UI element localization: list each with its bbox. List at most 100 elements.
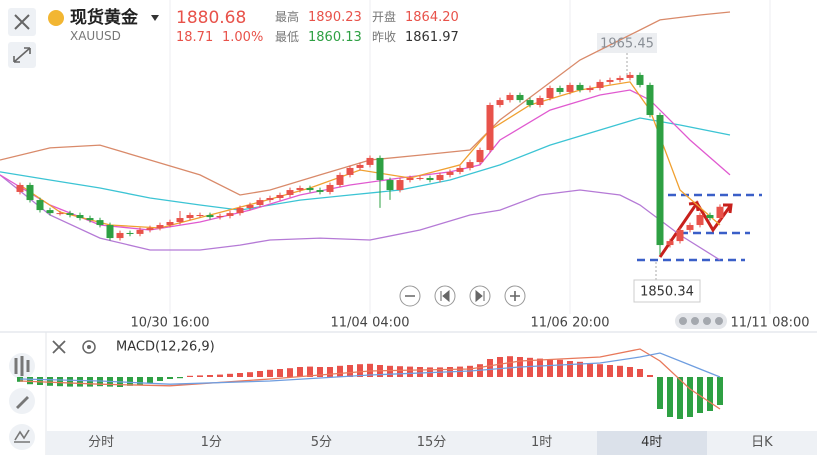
- candle-body: [696, 215, 704, 226]
- candle-body: [216, 215, 224, 218]
- macd-bar: [527, 357, 533, 377]
- macd-bar: [157, 377, 163, 381]
- macd-bar: [47, 377, 53, 386]
- stat-value: 1890.23: [308, 10, 362, 25]
- period-tab[interactable]: 5分: [310, 435, 332, 450]
- macd-bar: [227, 373, 233, 377]
- candle-body: [406, 177, 414, 181]
- macd-bar: [147, 377, 153, 383]
- macd-bar: [217, 374, 223, 377]
- candle-body: [426, 177, 434, 181]
- macd-bar: [607, 365, 613, 377]
- candle-body: [326, 184, 334, 192]
- candle-body: [526, 100, 534, 105]
- candle-body: [386, 180, 394, 191]
- tool-indicator[interactable]: [9, 424, 35, 450]
- indicator-line: [0, 11, 731, 196]
- macd-bar: [77, 377, 83, 387]
- low-label: 1850.34: [640, 285, 694, 300]
- candle-body: [466, 162, 474, 168]
- gold-icon: [48, 10, 64, 26]
- candle-body: [116, 232, 124, 239]
- scroll-dots: [679, 317, 723, 325]
- dropdown-icon[interactable]: [151, 15, 159, 21]
- stat-label: 昨收: [372, 30, 397, 44]
- x-tick-label: 11/04 04:00: [330, 316, 409, 331]
- candle-body: [226, 213, 234, 216]
- macd-bar: [667, 377, 673, 417]
- period-tab[interactable]: 15分: [416, 435, 447, 450]
- stat-value: 1861.97: [405, 30, 459, 45]
- candle-body: [396, 180, 404, 191]
- period-tab[interactable]: 1分: [200, 435, 222, 450]
- macd-bar: [57, 377, 63, 387]
- period-tab[interactable]: 日K: [751, 435, 773, 450]
- candle-body: [26, 184, 34, 201]
- period-tabs: 分时 1分 5分 15分 1时 4时 日K: [46, 431, 817, 455]
- macd-bar: [347, 365, 353, 377]
- candle-body: [486, 104, 494, 150]
- macd-bar: [197, 375, 203, 377]
- macd-bar: [277, 369, 283, 377]
- candle-body: [206, 215, 214, 218]
- period-tab[interactable]: 4时: [596, 431, 707, 455]
- macd-title: MACD(12,26,9): [116, 340, 215, 355]
- candle-body: [596, 81, 604, 88]
- macd-bar: [207, 375, 213, 377]
- candle-body: [656, 115, 664, 246]
- x-tick-label: 11/06 20:00: [530, 316, 609, 331]
- candle-body: [66, 213, 74, 216]
- macd-bar: [387, 365, 393, 377]
- candle-body: [416, 177, 424, 179]
- macd-bar: [497, 357, 503, 377]
- macd-settings[interactable]: [82, 340, 96, 354]
- macd-bar: [507, 356, 513, 377]
- macd-bar: [547, 359, 553, 377]
- macd-bar: [127, 377, 133, 386]
- candle-body: [196, 215, 204, 217]
- high-label: 1965.45: [600, 37, 654, 52]
- candle-body: [306, 187, 314, 191]
- zoom-controls: [399, 285, 526, 307]
- indicator-line: [0, 89, 731, 231]
- macd-bar: [257, 371, 263, 377]
- macd-bar: [37, 377, 43, 385]
- period-tab[interactable]: 1时: [530, 435, 553, 450]
- candle-body: [616, 77, 624, 81]
- tool-indicator-icon: [14, 429, 30, 443]
- candle-body: [716, 206, 724, 219]
- macd-bar: [187, 375, 193, 377]
- candle-body: [86, 218, 94, 221]
- candle-body: [266, 197, 274, 201]
- candle-body: [436, 174, 444, 181]
- stat-label: 开盘: [372, 10, 397, 24]
- macd-bar: [327, 367, 333, 377]
- period-tab[interactable]: 分时: [88, 435, 115, 450]
- candle-body: [366, 157, 374, 165]
- candle-body: [666, 241, 674, 246]
- indicator-line: [19, 348, 721, 410]
- macd-bar: [637, 369, 643, 377]
- candle-body: [126, 232, 134, 234]
- candle-body: [296, 187, 304, 191]
- candle-body: [336, 174, 344, 185]
- instrument-code: XAUUSD: [70, 29, 121, 43]
- candle-body: [636, 74, 644, 85]
- indicator-line: [0, 117, 731, 211]
- candle-body: [496, 100, 504, 105]
- candle-body: [576, 84, 584, 91]
- macd-bar: [247, 372, 253, 377]
- candle-body: [476, 149, 484, 163]
- macd-bar: [27, 377, 33, 385]
- candle-body: [546, 87, 554, 98]
- stat-value: 1864.20: [405, 10, 459, 25]
- macd-bar: [687, 377, 693, 417]
- macd-bar: [237, 373, 243, 377]
- candle-body: [376, 157, 384, 181]
- macd-bar: [567, 361, 573, 377]
- decor: [0, 8, 817, 455]
- macd-bar: [487, 359, 493, 377]
- macd-close[interactable]: [52, 340, 66, 354]
